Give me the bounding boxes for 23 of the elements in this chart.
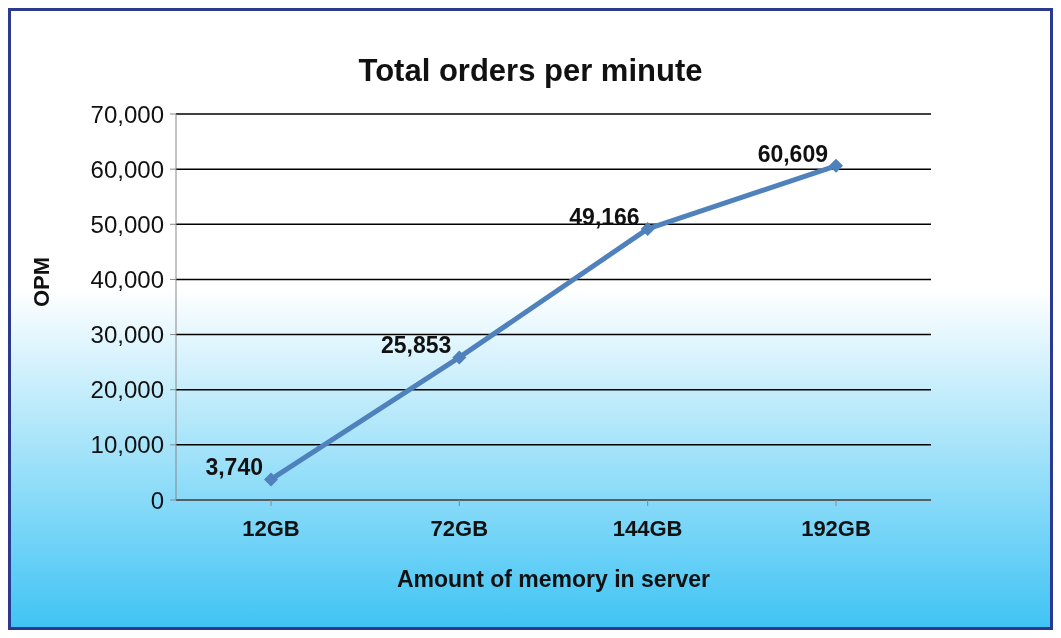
y-tick-label: 40,000 bbox=[90, 265, 164, 293]
data-label: 3,740 bbox=[205, 454, 263, 481]
x-axis-title: Amount of memory in server bbox=[396, 566, 711, 592]
point bbox=[640, 221, 655, 236]
y-tick-label: 0 bbox=[150, 486, 164, 514]
y-tick-label: 10,000 bbox=[90, 431, 164, 459]
y-tick-label: 30,000 bbox=[90, 321, 164, 349]
x-tick-label: 192GB bbox=[801, 515, 871, 541]
data-label: 60,609 bbox=[757, 140, 828, 167]
data-label: 25,853 bbox=[380, 332, 452, 359]
y-axis-title: OPM bbox=[28, 256, 54, 307]
x-tick-label: 72GB bbox=[430, 515, 489, 541]
x-tick-label: 12GB bbox=[242, 515, 300, 541]
point bbox=[452, 350, 467, 365]
point bbox=[829, 158, 843, 173]
x-tick-label: 144GB bbox=[612, 515, 683, 541]
data-label: 49,166 bbox=[569, 203, 640, 230]
y-tick-label: 20,000 bbox=[90, 376, 164, 404]
y-tick-label: 60,000 bbox=[90, 155, 164, 183]
y-tick-label: 70,000 bbox=[90, 100, 164, 128]
point bbox=[264, 472, 278, 487]
chart-title: Total orders per minute bbox=[357, 53, 704, 89]
y-tick-label: 50,000 bbox=[90, 210, 164, 238]
